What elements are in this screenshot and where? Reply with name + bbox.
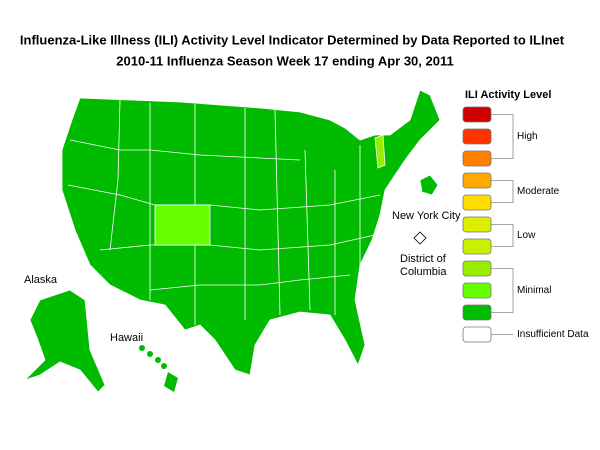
title: Influenza-Like Illness (ILI) Activity Le… [20, 32, 565, 47]
legend-bracket [491, 224, 514, 247]
legend-label: Insufficient Data [517, 329, 589, 340]
legend-swatch [462, 194, 492, 211]
legend-label: Low [517, 230, 536, 241]
legend-swatch [462, 282, 492, 299]
legend-swatch [462, 260, 492, 277]
legend-label: Moderate [517, 186, 560, 197]
dc-inset [413, 231, 427, 245]
legend-bracket [491, 114, 514, 159]
legend-swatch [462, 326, 492, 343]
colorado [154, 204, 211, 246]
subtitle: 2010-11 Influenza Season Week 17 ending … [116, 53, 453, 68]
dc-label: Columbia [400, 266, 447, 278]
nyc-inset [419, 174, 439, 196]
legend-swatch [462, 304, 492, 321]
legend-label: Minimal [517, 285, 551, 296]
legend-swatch [462, 128, 492, 145]
legend-swatch [462, 238, 492, 255]
vermont [374, 134, 386, 169]
hawaii-label: Hawaii [110, 332, 143, 344]
alaska [24, 289, 106, 393]
legend: ILI Activity Level High Moderate Low Minima… [462, 89, 589, 343]
legend-swatch [462, 216, 492, 233]
alaska-label: Alaska [24, 274, 58, 286]
hawaii [139, 345, 178, 392]
legend-bracket [491, 268, 514, 313]
legend-swatch [462, 106, 492, 123]
contiguous-us [61, 89, 441, 376]
legend-swatch [462, 172, 492, 189]
dc-label: District of [400, 253, 447, 265]
nyc-label: New York City [392, 210, 461, 222]
legend-bracket [491, 180, 514, 203]
legend-title: ILI Activity Level [465, 89, 551, 101]
legend-swatch [462, 150, 492, 167]
us-map [24, 89, 441, 393]
legend-label: High [517, 131, 538, 142]
